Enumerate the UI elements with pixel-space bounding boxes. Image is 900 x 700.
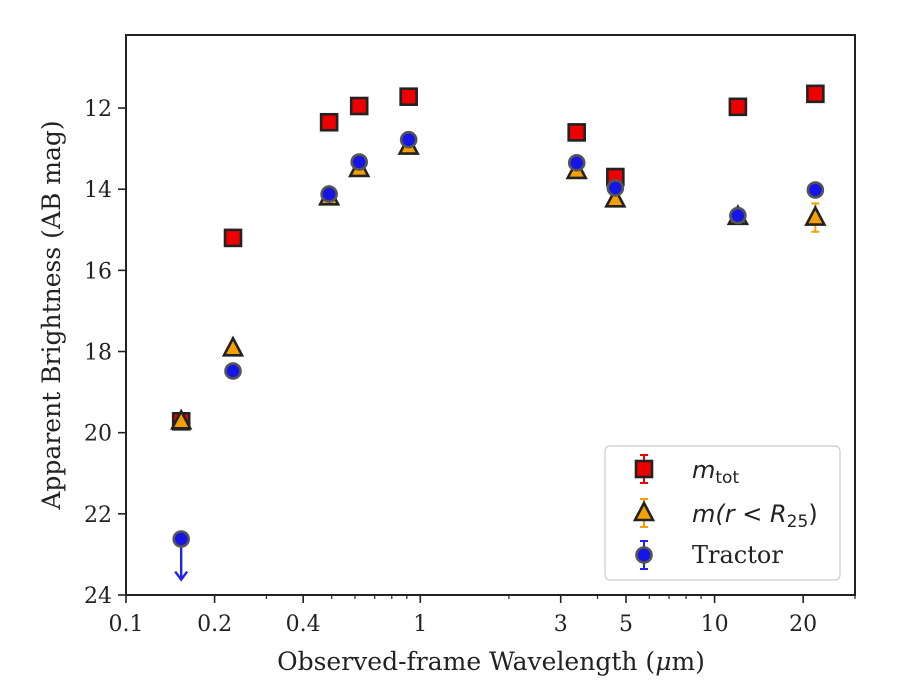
circle-marker: [567, 154, 586, 172]
x-axis-label: Observed-frame Wavelength (μm): [277, 647, 705, 676]
legend-entry-tractor: Tractor: [635, 540, 783, 570]
legend-mr25-close: ): [808, 500, 817, 528]
square-marker: [728, 97, 748, 117]
data-point: [606, 179, 625, 197]
circle-marker: [806, 181, 825, 199]
data-point: [221, 335, 245, 357]
y-tick-label: 18: [84, 341, 112, 366]
square-marker: [399, 87, 418, 106]
circle-marker: [399, 130, 418, 149]
y-tick-label: 16: [84, 259, 112, 284]
legend-marker-circle: [635, 540, 653, 570]
data-point: [399, 130, 418, 149]
data-point: [804, 202, 827, 233]
circle-marker: [729, 206, 747, 225]
y-tick-label: 14: [84, 178, 112, 203]
y-tick-label: 22: [84, 503, 112, 528]
data-point: [604, 186, 627, 208]
y-axis-label: Apparent Brightness (AB mag): [37, 120, 66, 510]
legend-mr25-tail: (r < R: [715, 500, 786, 528]
data-point: [399, 87, 418, 106]
upper-limit-arrowhead: [174, 570, 189, 582]
square-marker: [223, 228, 243, 248]
axis-ticks: 0.1 0.2 0.4 1 3 5 10 20 12 14 16 18 20 22 24: [84, 97, 856, 637]
circle-marker: [635, 546, 653, 564]
x-tick-label: 10: [701, 612, 729, 637]
square-marker: [806, 84, 825, 104]
legend-box: [604, 445, 841, 581]
x-tick-label: 5: [619, 612, 633, 637]
legend-mtot-m: m: [692, 456, 715, 484]
circle-marker: [320, 185, 338, 203]
data-point: [223, 228, 243, 248]
legend-entry-mr25: m(r < R25): [632, 498, 818, 532]
y-tick-label: 20: [84, 422, 112, 447]
data-point: [320, 185, 338, 203]
triangle-marker: [170, 408, 193, 430]
data-point: [806, 84, 825, 104]
circle-marker: [606, 179, 625, 197]
y-tick-label: 24: [84, 584, 112, 609]
circle-marker: [350, 153, 368, 171]
data-point: [172, 530, 190, 582]
x-axis-label-mu: μ: [655, 647, 671, 676]
series-circle: [172, 130, 825, 582]
legend-label-mtot: mtot: [692, 456, 739, 488]
square-marker: [567, 123, 587, 142]
triangle-marker: [804, 204, 827, 226]
series-square: [171, 84, 825, 431]
square-marker: [634, 459, 654, 479]
data-point: [729, 206, 747, 225]
data-point: [567, 154, 586, 172]
data-point: [224, 362, 242, 380]
data-point: [806, 181, 825, 199]
data-point: [170, 408, 193, 430]
triangle-marker: [221, 335, 245, 357]
triangle-marker: [632, 500, 656, 522]
x-tick-label: 0.4: [286, 612, 321, 637]
x-axis-label-post: m): [671, 647, 704, 676]
legend-label-mr25: m(r < R25): [692, 500, 818, 532]
data-point: [350, 153, 368, 171]
x-tick-label: 20: [789, 612, 817, 637]
x-tick-label: 0.1: [109, 612, 144, 637]
triangle-marker: [604, 186, 627, 208]
series-triangle: [170, 133, 827, 430]
square-marker: [349, 96, 369, 116]
data-point: [349, 96, 369, 116]
data-points: [170, 84, 827, 582]
x-tick-label: 1: [413, 612, 427, 637]
data-point: [728, 97, 748, 117]
legend-marker-square: [634, 454, 654, 484]
legend-mr25-sub: 25: [787, 512, 809, 532]
plot-frame: [125, 34, 856, 596]
x-tick-label: 3: [554, 612, 568, 637]
x-tick-label: 0.2: [197, 612, 232, 637]
legend: mtot m(r < R25) Tractor: [604, 445, 841, 581]
data-point: [567, 123, 587, 142]
data-point: [319, 112, 339, 132]
x-axis-label-pre: Observed-frame Wavelength (: [277, 647, 655, 676]
circle-marker: [224, 362, 242, 380]
legend-label-tractor: Tractor: [692, 541, 783, 569]
legend-mr25-m: m: [692, 500, 715, 528]
square-marker: [319, 112, 339, 132]
circle-marker: [172, 530, 190, 548]
y-tick-label: 12: [84, 97, 112, 122]
legend-entry-mtot: mtot: [634, 454, 739, 488]
legend-marker-triangle: [632, 498, 656, 528]
legend-mtot-sub: tot: [715, 468, 739, 488]
